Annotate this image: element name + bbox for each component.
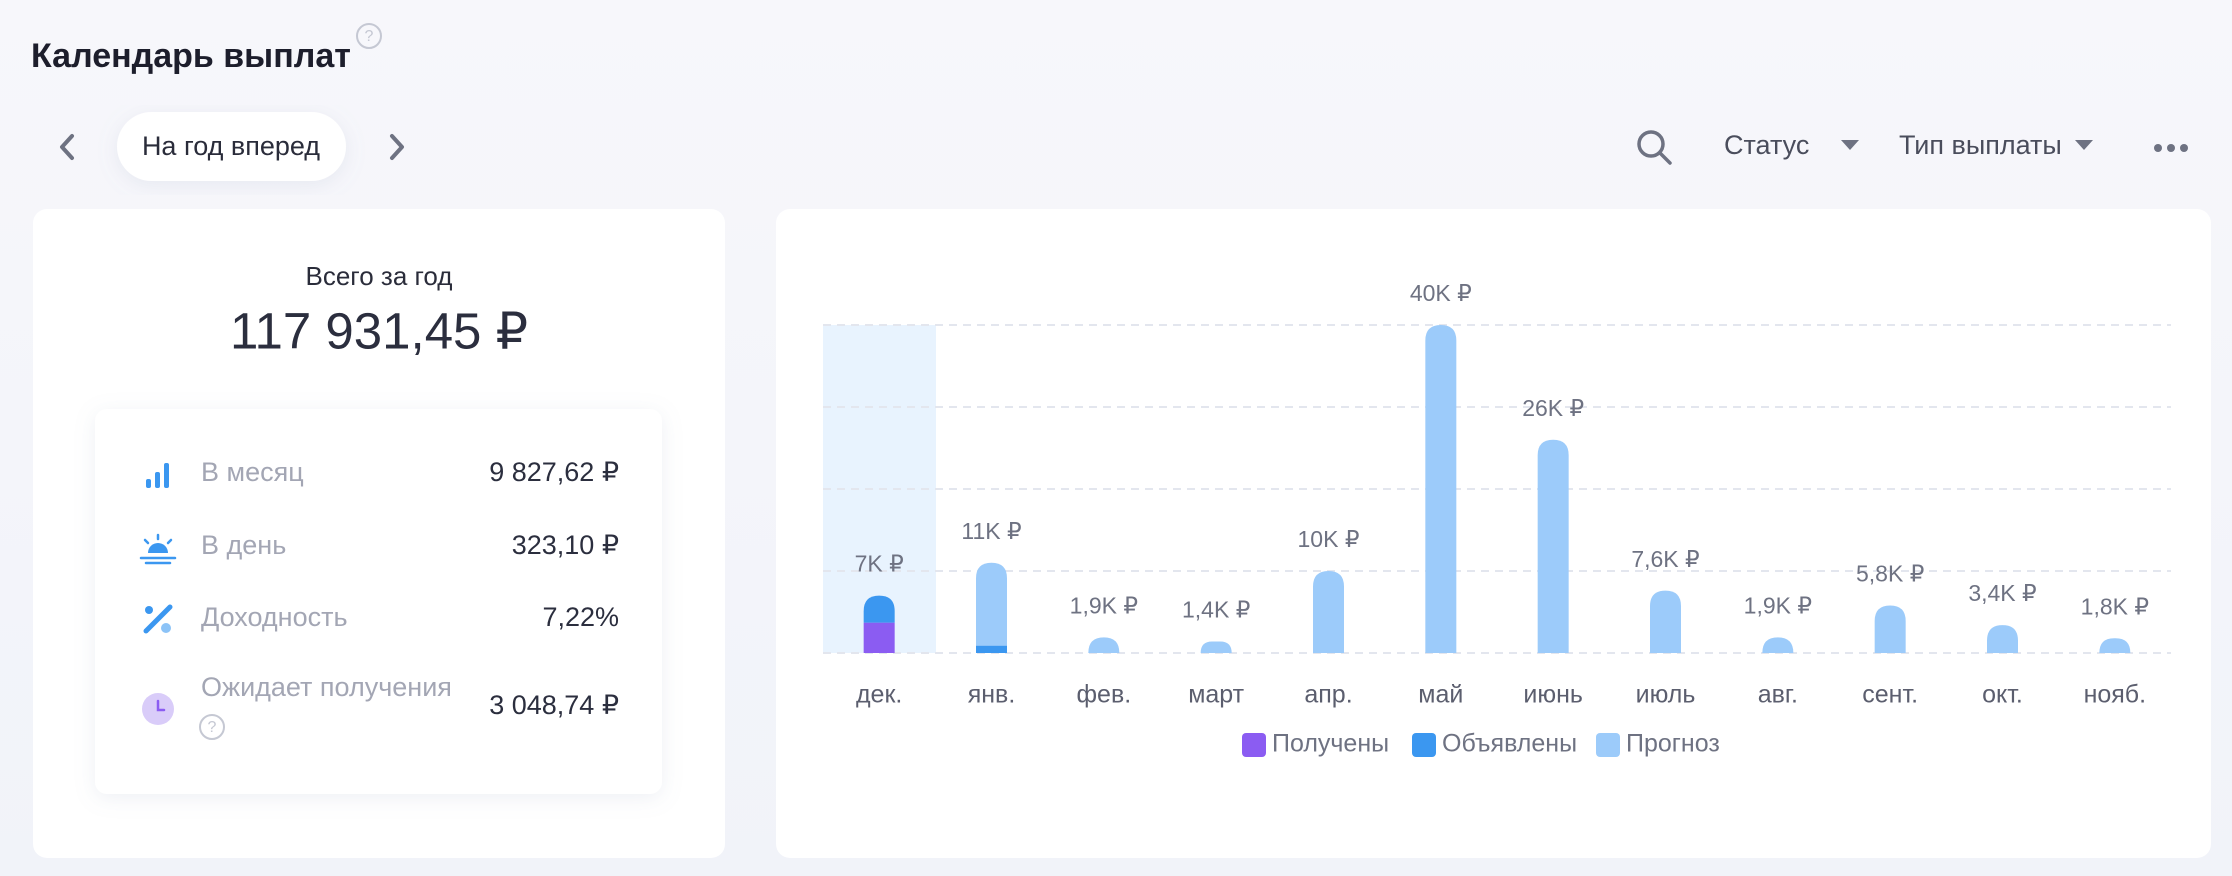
- x-tick-label: янв.: [968, 681, 1016, 709]
- chart-card: [776, 209, 2211, 858]
- value-label: 1,9K ₽: [1744, 592, 1812, 618]
- status-caret: [1841, 140, 1859, 150]
- value-label: 40K ₽: [1410, 280, 1472, 306]
- value-label: 1,8K ₽: [2081, 593, 2149, 619]
- bar-segment: [1874, 605, 1906, 653]
- stats-card: [95, 409, 662, 794]
- bar-segment: [1987, 625, 2018, 653]
- more-button[interactable]: [2154, 144, 2188, 152]
- period-pill[interactable]: [117, 112, 346, 181]
- bar-segment: [863, 622, 895, 653]
- search-button[interactable]: [1637, 130, 1672, 165]
- bar-segment: [1537, 439, 1569, 653]
- bar-segment: [976, 562, 1007, 646]
- value-label: 10K ₽: [1298, 526, 1360, 552]
- stat-value: 323,10 ₽: [512, 530, 619, 560]
- stat-label: Ожидает получения: [201, 672, 452, 702]
- help-icon[interactable]: ?: [199, 714, 225, 740]
- stat-label: Доходность: [201, 602, 348, 632]
- x-tick-label: фев.: [1076, 681, 1131, 709]
- chart: дек. 7K ₽ янв. 11K ₽ фев. 1,9K ₽ март 1,4K ₽ апр…: [823, 280, 2171, 758]
- stat-value: 9 827,62 ₽: [489, 457, 619, 487]
- legend-label: Объявлены: [1442, 730, 1577, 758]
- legend-swatch: [1596, 733, 1620, 757]
- value-label: 5,8K ₽: [1856, 561, 1924, 587]
- bar-segment: [2099, 638, 2131, 653]
- icon-yield: [143, 604, 173, 634]
- value-label: 7K ₽: [855, 551, 904, 577]
- stat-label: В день: [201, 530, 286, 560]
- x-tick-label: июнь: [1523, 681, 1583, 709]
- type-caret: [2075, 140, 2093, 150]
- svg-text:?: ?: [365, 28, 374, 45]
- stat-value: 7,22%: [542, 602, 619, 632]
- bar-segment: [1762, 637, 1794, 653]
- legend-swatch: [1242, 733, 1266, 757]
- bar-segment: [976, 645, 1007, 653]
- x-tick-label: окт.: [1982, 681, 2023, 709]
- page-title: Календарь выплат: [31, 37, 351, 75]
- stat-value: 3 048,74 ₽: [489, 690, 619, 720]
- bar-segment: [1425, 325, 1457, 653]
- value-label: 3,4K ₽: [1968, 580, 2036, 606]
- x-tick-label: март: [1188, 681, 1244, 709]
- help-icon[interactable]: ?: [356, 23, 382, 49]
- legend-swatch: [1412, 733, 1436, 757]
- x-tick-label: июль: [1636, 681, 1696, 709]
- svg-text:?: ?: [208, 719, 217, 736]
- icon-pending: [142, 693, 174, 725]
- stat-label: В месяц: [201, 457, 304, 487]
- bar-segment: [863, 595, 895, 623]
- bar-segment: [1313, 571, 1344, 653]
- x-tick-label: сент.: [1862, 681, 1918, 709]
- status-filter[interactable]: Статус: [1724, 130, 1809, 160]
- type-filter[interactable]: Тип выплаты: [1899, 130, 2062, 160]
- bar-segment: [1650, 590, 1681, 653]
- x-tick-label: авг.: [1758, 681, 1798, 709]
- value-label: 11K ₽: [961, 518, 1021, 544]
- icon-month: [146, 463, 169, 488]
- x-tick-label: май: [1418, 681, 1463, 709]
- x-tick-label: дек.: [856, 681, 902, 709]
- value-label: 7,6K ₽: [1631, 546, 1699, 572]
- next-button[interactable]: [390, 134, 404, 160]
- prev-button[interactable]: [60, 134, 74, 160]
- x-tick-label: апр.: [1304, 681, 1352, 709]
- x-tick-label: нояб.: [2084, 681, 2147, 709]
- value-label: 1,4K ₽: [1182, 597, 1250, 623]
- bar-segment: [1200, 641, 1232, 653]
- total-label: Всего за год: [306, 261, 453, 291]
- value-label: 26K ₽: [1522, 395, 1584, 421]
- icon-day: [139, 533, 177, 565]
- bar-segment: [1088, 637, 1120, 653]
- period-label: На год вперед: [142, 131, 320, 161]
- value-label: 1,9K ₽: [1070, 592, 1138, 618]
- total-value: 117 931,45 ₽: [230, 302, 528, 359]
- legend-label: Получены: [1272, 730, 1389, 758]
- legend-label: Прогноз: [1626, 730, 1720, 758]
